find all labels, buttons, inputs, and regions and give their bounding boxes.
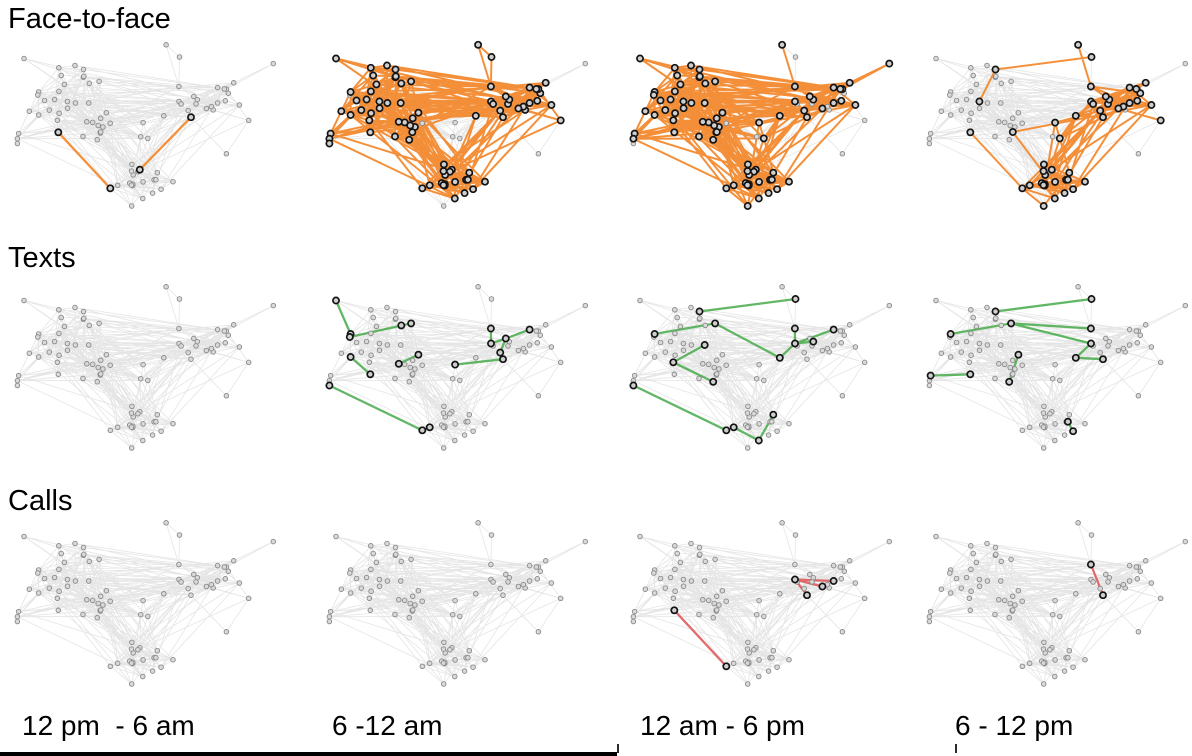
panel-face-to-face-6-12am [316,36,600,234]
network-graph [14,520,277,687]
time-label-3: 12 am - 6 pm [640,710,805,741]
row-title-texts: Texts [8,242,76,274]
panel-texts-6-12pm [916,278,1192,476]
network-graph [629,40,894,210]
row-title-face-to-face: Face-to-face [8,3,171,35]
network-graph [926,284,1189,451]
panel-calls-12pm-6am [4,514,288,712]
network-graph [926,520,1189,687]
network-graph [325,40,589,209]
panel-texts-12am-6pm [620,278,904,476]
video-progress-bar[interactable] [0,744,1192,756]
panel-face-to-face-6-12pm [916,36,1192,234]
network-graph [14,42,277,209]
video-progress-fill [0,752,618,756]
time-label-2: 6 -12 am [332,710,443,741]
panel-calls-6-12am [316,514,600,712]
panel-face-to-face-12pm-6am [4,36,288,234]
progress-tick [954,744,957,753]
panel-texts-12pm-6am [4,278,288,476]
panel-texts-6-12am [316,278,600,476]
network-graph [326,520,589,687]
time-label-1: 12 pm - 6 am [22,710,195,741]
network-graph [629,284,893,451]
row-title-calls: Calls [8,485,73,517]
panel-calls-12am-6pm [620,514,904,712]
network-graph [630,520,893,687]
network-graph [14,284,277,451]
network-graph [325,284,589,451]
time-label-4: 6 - 12 pm [955,710,1074,741]
progress-tick [617,744,620,753]
network-graph [926,40,1189,210]
panel-face-to-face-12am-6pm [620,36,904,234]
panel-calls-6-12pm [916,514,1192,712]
